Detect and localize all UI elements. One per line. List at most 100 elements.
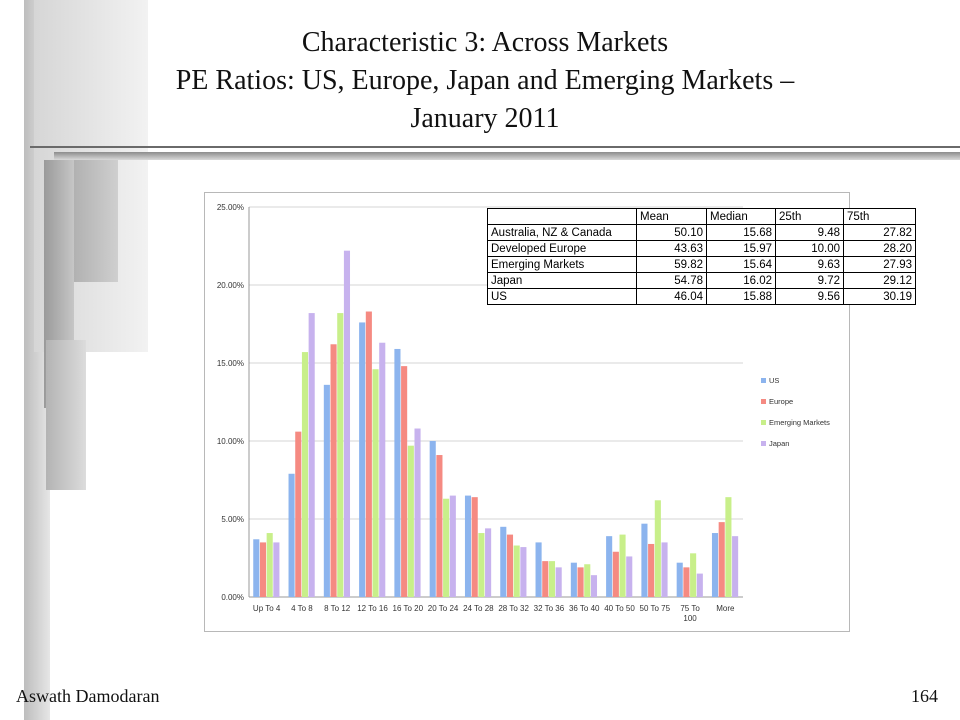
bar-europe <box>718 522 725 597</box>
stats-cell: 28.20 <box>843 240 916 257</box>
bar-emerging-markets <box>654 500 661 597</box>
bar-emerging-markets <box>478 533 485 597</box>
bar-japan <box>379 342 386 597</box>
stats-cell: US <box>487 288 637 305</box>
bar-emerging-markets <box>513 545 520 597</box>
bar-japan <box>590 575 598 597</box>
title-divider-thick <box>54 152 960 160</box>
x-tick-label: 4 To 8 <box>291 604 313 613</box>
x-tick-label: 36 To 40 <box>569 604 600 613</box>
stats-cell: Developed Europe <box>487 240 637 257</box>
bar-emerging-markets <box>372 369 379 597</box>
bar-emerging-markets <box>407 445 414 597</box>
bar-japan <box>696 573 703 597</box>
slide-title-line-3: January 2011 <box>410 103 560 134</box>
x-tick-label: Up To 4 <box>253 604 281 613</box>
bar-europe <box>506 534 514 597</box>
bar-us <box>535 542 542 597</box>
bar-europe <box>648 543 655 597</box>
stats-cell: 29.12 <box>843 272 916 289</box>
bar-europe <box>436 455 443 597</box>
stats-row: Emerging Markets 59.82 15.64 9.63 27.93 <box>487 256 916 273</box>
stats-row: US 46.04 15.88 9.56 30.19 <box>487 288 916 305</box>
stats-cell: 15.68 <box>706 224 776 241</box>
stats-cell: 15.97 <box>706 240 776 257</box>
legend-swatch <box>761 441 766 446</box>
stats-header-cell: 25th <box>775 208 844 225</box>
bar-us <box>323 384 330 597</box>
stats-cell: Japan <box>487 272 637 289</box>
x-tick-label: 100 <box>683 614 697 623</box>
bar-europe <box>612 551 619 597</box>
bar-emerging-markets <box>443 498 450 597</box>
stats-row: Developed Europe 43.63 15.97 10.00 28.20 <box>487 240 916 257</box>
stats-cell: 30.19 <box>843 288 916 305</box>
bar-us <box>253 539 260 597</box>
slide-title: Characteristic 3: Across Markets PE Rati… <box>80 24 890 138</box>
bar-us <box>359 322 366 597</box>
bar-japan <box>273 542 280 597</box>
bar-europe <box>295 431 302 597</box>
legend-label: Europe <box>769 397 793 406</box>
slide-title-line-1: Characteristic 3: Across Markets <box>301 27 669 58</box>
bar-emerging-markets <box>690 553 697 597</box>
stats-cell: 54.78 <box>636 272 707 289</box>
bar-us <box>711 533 719 597</box>
bar-us <box>288 473 295 597</box>
bar-japan <box>343 250 351 597</box>
bar-us <box>676 562 683 597</box>
bar-us <box>394 348 401 597</box>
x-tick-label: 75 To <box>680 604 700 613</box>
bar-europe <box>577 567 584 597</box>
stats-header-cell: Mean <box>636 208 707 225</box>
bar-emerging-markets <box>619 534 626 597</box>
stats-cell: 50.10 <box>636 224 707 241</box>
stats-header-row: Mean Median 25th 75th <box>487 208 916 225</box>
stats-cell: 59.82 <box>636 256 707 273</box>
legend-label: Emerging Markets <box>769 418 830 427</box>
stats-cell: 9.56 <box>775 288 844 305</box>
legend-swatch <box>761 420 766 425</box>
bar-japan <box>626 556 633 597</box>
y-tick-label: 5.00% <box>221 515 244 524</box>
stats-cell: 9.48 <box>775 224 844 241</box>
x-tick-label: 24 To 28 <box>463 604 494 613</box>
bar-emerging-markets <box>337 313 344 597</box>
x-tick-label: 12 To 16 <box>357 604 388 613</box>
y-tick-label: 15.00% <box>217 359 244 368</box>
stats-cell: Emerging Markets <box>487 256 637 273</box>
bar-us <box>429 441 436 597</box>
deco-bar-5 <box>46 340 86 490</box>
pe-ratio-distribution-chart: 0.00% 5.00% 10.00% 15.00% 20.00% 25.00% Up To … <box>217 203 830 623</box>
stats-row: Japan 54.78 16.02 9.72 29.12 <box>487 272 916 289</box>
bar-us <box>570 562 577 597</box>
stats-cell: 15.88 <box>706 288 776 305</box>
stats-header-cell <box>487 208 637 225</box>
y-tick-label: 10.00% <box>217 437 244 446</box>
bar-us <box>464 495 472 597</box>
page-number: 164 <box>911 686 938 706</box>
stats-cell: 43.63 <box>636 240 707 257</box>
stats-header-cell: 75th <box>843 208 916 225</box>
bar-emerging-markets <box>584 564 591 597</box>
stats-cell: 9.72 <box>775 272 844 289</box>
bar-emerging-markets <box>548 561 556 597</box>
bar-emerging-markets <box>301 352 309 597</box>
bar-japan <box>308 313 315 597</box>
legend-swatch <box>761 378 766 383</box>
stats-cell: 27.82 <box>843 224 916 241</box>
bar-japan <box>661 542 668 597</box>
x-tick-label: 20 To 24 <box>428 604 459 613</box>
bar-us <box>641 523 648 597</box>
bar-japan <box>414 428 421 597</box>
stats-row: Australia, NZ & Canada 50.10 15.68 9.48 … <box>487 224 916 241</box>
y-tick-label: 20.00% <box>217 281 244 290</box>
legend-swatch <box>761 399 766 404</box>
bar-japan <box>449 495 456 597</box>
pe-stats-table: Mean Median 25th 75th Australia, NZ & Ca… <box>487 208 916 305</box>
bar-europe <box>683 567 690 597</box>
bar-europe <box>259 542 267 597</box>
y-tick-label: 0.00% <box>221 593 244 602</box>
x-tick-label: 32 To 36 <box>534 604 565 613</box>
x-tick-label: More <box>716 604 735 613</box>
